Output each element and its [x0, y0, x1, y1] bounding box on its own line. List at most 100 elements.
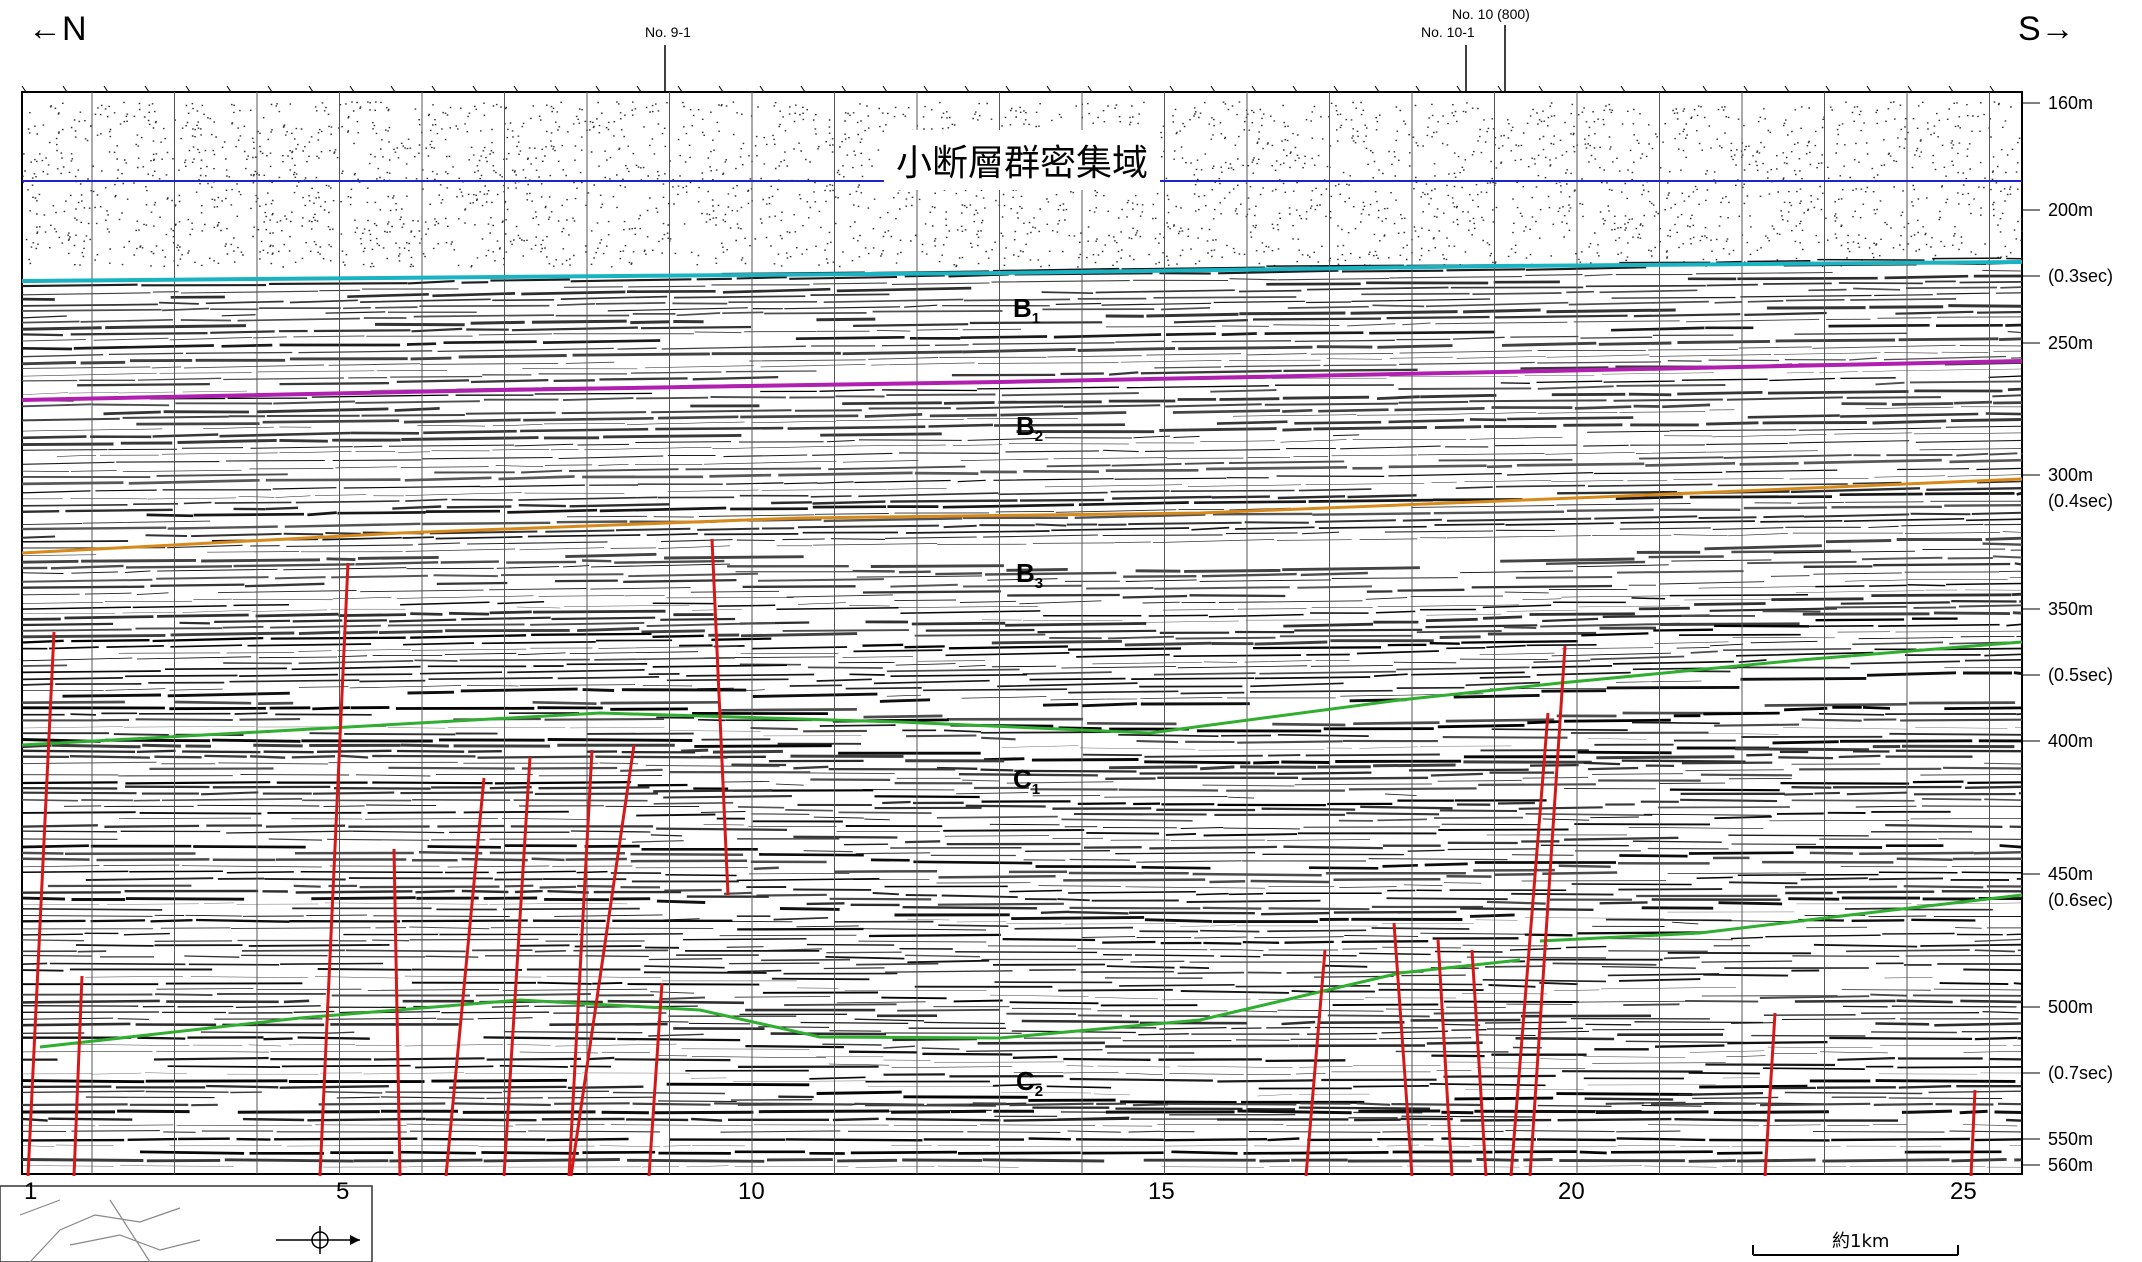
seismic-reflector [21, 1123, 2018, 1127]
depth-label-550m: 550m [2048, 1129, 2094, 1149]
top-tick [185, 85, 191, 93]
top-tick [1087, 85, 1093, 93]
top-tick [882, 85, 888, 93]
seismic-reflector [21, 274, 2022, 301]
top-tick [800, 85, 806, 93]
top-tick [595, 85, 601, 93]
top-tick [1538, 85, 1544, 93]
seismic-reflector [21, 773, 2023, 799]
seismic-reflector [21, 857, 2023, 884]
seismic-reflector [167, 1064, 2023, 1090]
seismic-reflector [21, 298, 1957, 324]
seismic-reflector [21, 344, 2023, 369]
seismic-reflector [21, 918, 1976, 945]
seismic-reflector [21, 844, 2023, 870]
top-tick [21, 85, 27, 93]
seismic-reflector [21, 992, 2023, 1018]
seismic-reflector [21, 1078, 2023, 1104]
seismic-reflector [21, 954, 2023, 979]
top-tick [1907, 85, 1913, 93]
scale-bar-label: 約1km [1832, 1231, 1890, 1252]
seismic-reflector [21, 304, 2023, 331]
trace-number-1: 1 [24, 1178, 38, 1205]
seismic-reflector [21, 754, 1973, 780]
seismic-reflector [85, 975, 1933, 1001]
unit-label-b1: B1 [1013, 293, 1041, 328]
fault-line [26, 631, 56, 1177]
depth-label-160m: 160m [2048, 93, 2094, 113]
top-tick [62, 85, 68, 93]
seismic-reflector [21, 1165, 2023, 1168]
seismic-reflector [21, 555, 2023, 590]
seismic-reflector [118, 630, 2023, 665]
seismic-reflector [57, 432, 2023, 457]
top-tick [1948, 85, 1954, 93]
seismic-reflector [21, 896, 2023, 924]
seismic-reflector [21, 310, 2023, 337]
horizon-line [39, 958, 1521, 1049]
fault-line [1436, 938, 1454, 1177]
inset-map-frame [0, 1185, 373, 1262]
top-tick [1046, 85, 1052, 93]
seismic-reflector [21, 870, 2023, 896]
top-tick [759, 85, 765, 93]
seismic-reflector [21, 810, 1951, 837]
seismic-reflector [21, 838, 2023, 863]
top-tick [1292, 85, 1298, 93]
north-direction-label: ←N [28, 10, 87, 48]
seismic-reflector [146, 491, 2023, 518]
top-tick [964, 85, 970, 93]
depth-ticks [2022, 102, 2040, 1166]
fault-line [1392, 922, 1414, 1177]
seismic-reflector [21, 700, 2016, 727]
depth-label-560m: 560m [2048, 1155, 2094, 1175]
fault-line [392, 848, 402, 1177]
horizon-line [21, 640, 2023, 747]
seismic-reflector [21, 531, 2023, 557]
seismic-reflector [21, 517, 2023, 543]
seismic-reflector [21, 355, 2023, 382]
seismic-reflector [21, 480, 2023, 507]
top-tick [1169, 85, 1175, 93]
horizon-line [21, 260, 2023, 283]
top-tick [841, 85, 847, 93]
top-tick [636, 85, 642, 93]
depth-label-500m: 500m [2048, 997, 2094, 1017]
seismic-reflector [22, 1036, 2022, 1063]
seismic-reflector [21, 394, 2023, 422]
seismic-reflector [21, 926, 2022, 952]
trace-lines [91, 92, 1990, 1174]
top-tick [1620, 85, 1626, 93]
depth-label-400m: 400m [2048, 731, 2094, 751]
seismic-reflector [21, 823, 2023, 850]
seismic-reflector [21, 641, 2023, 676]
seismic-reflector [21, 1017, 2019, 1042]
seismic-reflector [21, 647, 2023, 681]
seismic-reflector [21, 439, 2023, 465]
fault-line [1509, 712, 1550, 1177]
unit-label-b3: B3 [1016, 558, 1044, 593]
seismic-noise-speckles [22, 101, 2023, 268]
top-tick [1866, 85, 1872, 93]
top-tick [472, 85, 478, 93]
seismic-reflector [21, 589, 2023, 623]
fault-line [569, 744, 636, 1177]
top-tick [144, 85, 150, 93]
depth-label-300m: 300m [2048, 465, 2094, 485]
seismic-reflector [21, 604, 2023, 640]
seismic-reflector [21, 1117, 2023, 1122]
seismic-reflector [21, 474, 2021, 500]
crossing-label-no10-1: No. 10-1 [1421, 24, 1475, 40]
seismic-reflector [21, 780, 2023, 807]
trace-number-20: 20 [1558, 1178, 1585, 1205]
fault-line [710, 538, 730, 896]
seismic-reflector [21, 418, 2023, 447]
seismic-reflector [21, 330, 2023, 358]
seismic-reflector [21, 889, 2022, 916]
seismic-reflector [21, 500, 2023, 526]
seismic-reflector [21, 562, 2023, 599]
seismic-reflector [21, 864, 2023, 889]
depth-label-450m: 450m [2048, 864, 2094, 884]
